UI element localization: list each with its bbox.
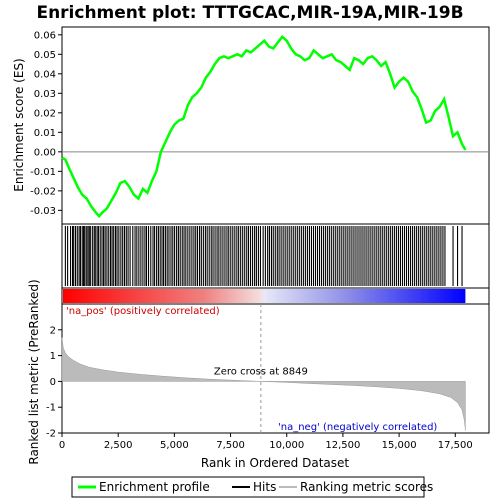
es-y-tick-label: 0.00 bbox=[34, 147, 56, 158]
x-tick-label: 5,000 bbox=[160, 440, 189, 451]
es-y-tick-label: -0.02 bbox=[30, 186, 56, 197]
legend-hits-label: Hits bbox=[253, 480, 276, 494]
metric-y-tick-label: 2 bbox=[50, 325, 56, 336]
x-tick-label: 0 bbox=[59, 440, 65, 451]
es-y-tick-label: 0.06 bbox=[34, 30, 56, 41]
metric-y-tick-label: -1 bbox=[46, 403, 56, 414]
metric-y-axis: -2 -1 0 1 2 bbox=[46, 325, 62, 439]
es-y-tick-label: 0.04 bbox=[34, 69, 56, 80]
x-tick-label: 10,000 bbox=[269, 440, 304, 451]
enrichment-profile-line bbox=[62, 37, 465, 216]
chart-title: Enrichment plot: TTTGCAC,MIR-19A,MIR-19B bbox=[36, 3, 463, 23]
metric-y-tick-label: 1 bbox=[50, 351, 56, 362]
x-tick-label: 2,500 bbox=[104, 440, 133, 451]
x-tick-label: 12,500 bbox=[325, 440, 360, 451]
es-y-tick-label: 0.01 bbox=[34, 128, 56, 139]
zero-cross-label: Zero cross at 8849 bbox=[214, 366, 308, 377]
negative-correlation-label: 'na_neg' (negatively correlated) bbox=[278, 422, 437, 433]
hits-marks bbox=[65, 226, 462, 286]
x-axis: 0 2,500 5,000 7,500 10,000 12,500 15,000 17,500 bbox=[59, 433, 473, 451]
es-y-axis: -0.03 -0.02 -0.01 0.00 0.01 0.02 0.03 0.04 0.05 0… bbox=[30, 30, 62, 217]
metric-y-tick-label: 0 bbox=[50, 377, 56, 388]
x-tick-label: 15,000 bbox=[382, 440, 417, 451]
x-tick-label: 7,500 bbox=[216, 440, 245, 451]
es-y-tick-label: 0.05 bbox=[34, 50, 56, 61]
metric-y-axis-label: Ranked list metric (PreRanked) bbox=[27, 279, 41, 464]
es-y-tick-label: -0.01 bbox=[30, 167, 56, 178]
x-tick-label: 17,500 bbox=[438, 440, 473, 451]
metric-y-tick-label: -2 bbox=[46, 429, 56, 440]
positive-correlation-label: 'na_pos' (positively correlated) bbox=[66, 306, 220, 317]
ranking-metric-area bbox=[62, 338, 465, 431]
x-axis-label: Rank in Ordered Dataset bbox=[201, 456, 349, 470]
legend-metric-label: Ranking metric scores bbox=[300, 480, 433, 494]
es-y-tick-label: 0.03 bbox=[34, 89, 56, 100]
es-y-axis-label: Enrichment score (ES) bbox=[12, 58, 26, 191]
es-y-tick-label: 0.02 bbox=[34, 108, 56, 119]
rank-colorbar bbox=[63, 289, 465, 303]
legend-enrichment-label: Enrichment profile bbox=[99, 480, 210, 494]
es-y-tick-label: -0.03 bbox=[30, 206, 56, 217]
es-panel-frame bbox=[62, 27, 489, 224]
